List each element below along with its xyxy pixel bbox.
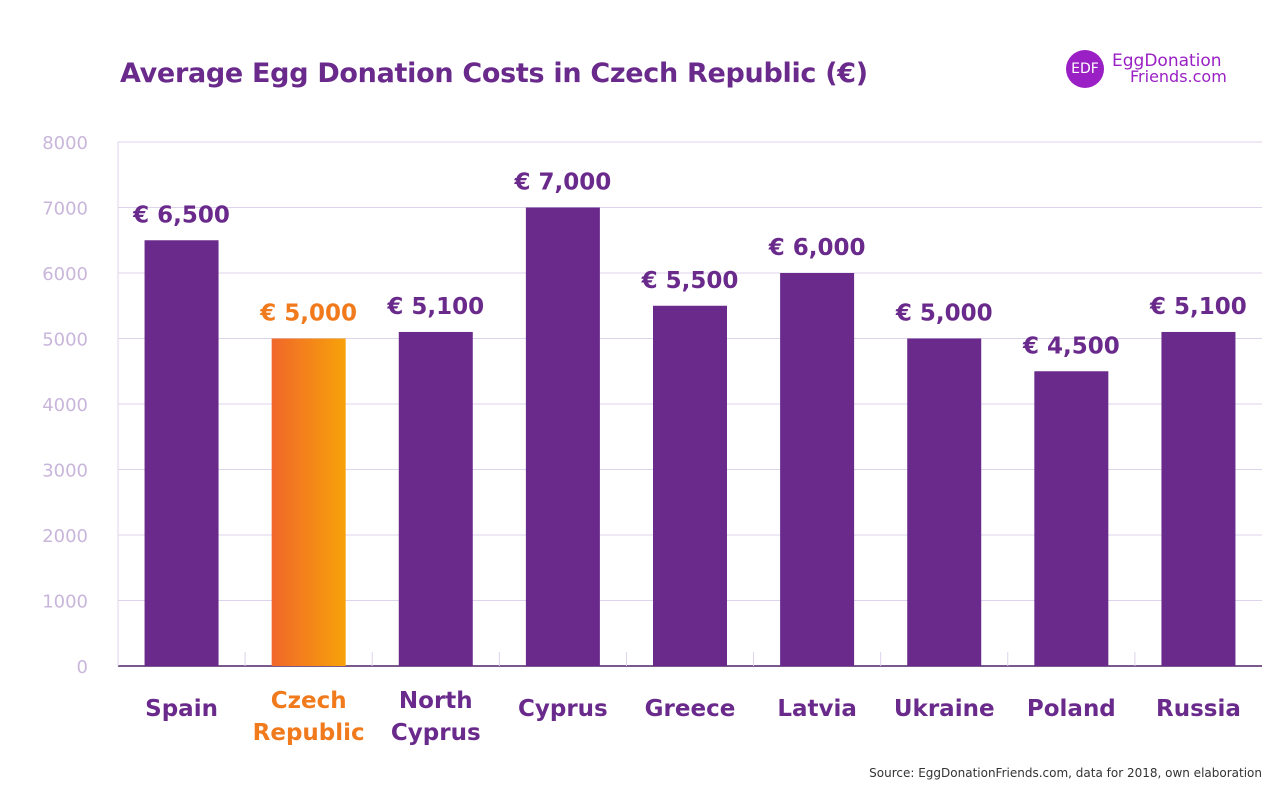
data-label: € 5,100 (386, 294, 484, 320)
chart-title: Average Egg Donation Costs in Czech Repu… (120, 58, 868, 89)
x-tick-label: North (399, 688, 473, 714)
bar (1161, 331, 1236, 666)
y-axis-ticks: 0 1000 2000 3000 4000 5000 6000 7000 8000 (42, 133, 88, 678)
logo-badge-icon: EDF (1066, 50, 1104, 88)
bars (144, 207, 1236, 666)
x-tick-label: Republic (253, 720, 365, 746)
data-label: € 5,500 (641, 268, 739, 294)
bar (907, 338, 982, 666)
bar (144, 240, 219, 666)
bar (525, 207, 600, 666)
y-tick-label: 5000 (42, 330, 88, 351)
value-labels: € 6,500 € 5,000 € 5,100 € 7,000 € 5,500 € 6,0… (132, 170, 1247, 360)
x-tick-label: Cyprus (391, 720, 481, 746)
bar (398, 331, 473, 666)
source-note: Source: EggDonationFriends.com, data for… (869, 766, 1262, 780)
bar (780, 273, 855, 666)
data-label: € 4,500 (1022, 333, 1120, 359)
y-tick-label: 8000 (42, 133, 88, 154)
bar (271, 338, 346, 666)
data-label: € 6,000 (768, 235, 866, 261)
x-tick-label: Russia (1156, 696, 1241, 722)
data-label: € 5,000 (895, 301, 993, 327)
x-tick-label: Czech (271, 688, 347, 714)
y-tick-label: 6000 (42, 264, 88, 285)
data-label: € 5,000 (259, 301, 357, 327)
y-tick-label: 4000 (42, 395, 88, 416)
x-tick-label: Poland (1027, 696, 1116, 722)
x-tick-label: Ukraine (894, 696, 995, 722)
y-tick-label: 1000 (42, 592, 88, 613)
x-tick-label: Cyprus (518, 696, 608, 722)
y-tick-label: 7000 (42, 199, 88, 220)
logo-line-1: EggDonation (1112, 51, 1222, 71)
x-tick-label: Latvia (777, 696, 857, 722)
bar (1034, 371, 1109, 666)
data-label: € 7,000 (514, 170, 612, 196)
bar (653, 305, 727, 666)
x-tick-label: Greece (645, 696, 736, 722)
site-logo: EDF EggDonation Friends.com (1066, 50, 1227, 88)
data-label: € 6,500 (132, 202, 230, 228)
x-axis-labels: Spain Czech Republic North Cyprus Cyprus Greec… (145, 688, 1241, 746)
y-tick-label: 2000 (42, 526, 88, 547)
logo-text: EggDonation Friends.com (1112, 53, 1227, 85)
data-label: € 5,100 (1149, 294, 1247, 320)
y-tick-label: 0 (77, 657, 88, 678)
y-tick-label: 3000 (42, 461, 88, 482)
logo-line-2: Friends.com (1130, 67, 1227, 86)
x-tick-label: Spain (145, 696, 218, 722)
